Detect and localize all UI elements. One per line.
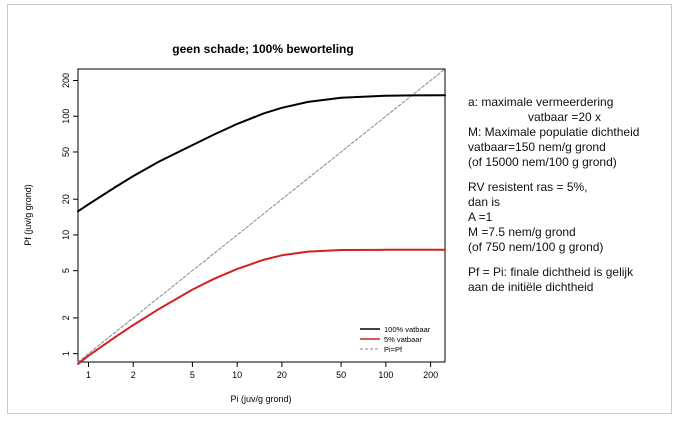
note-line: (of 15000 nem/100 g grond) <box>468 155 617 169</box>
chart-title: geen schade; 100% beworteling <box>172 42 353 56</box>
y-tick-label: 50 <box>61 147 71 157</box>
note-line: M =7.5 nem/g grond <box>468 225 576 239</box>
note-line: (of 750 nem/100 g grond) <box>468 240 604 254</box>
y-tick-label: 1 <box>61 351 71 356</box>
x-tick-label: 100 <box>378 370 393 380</box>
legend-box <box>350 321 442 359</box>
series-line-5-vatbaar <box>77 248 446 365</box>
x-tick-label: 1 <box>86 370 91 380</box>
y-tick-label: 10 <box>61 230 71 240</box>
legend-label-100-vatbaar: 100% vatbaar <box>384 325 431 334</box>
x-tick-label: 10 <box>232 370 242 380</box>
note-line: vatbaar=150 nem/g grond <box>468 140 606 154</box>
note-line: a: maximale vermeerdering <box>468 95 614 109</box>
note-line: aan de initiële dichtheid <box>468 280 594 294</box>
plot-box <box>77 68 446 363</box>
y-tick-label: 2 <box>61 315 71 320</box>
note-line: vatbaar =20 x <box>528 110 602 124</box>
note-line: RV resistent ras = 5%, <box>468 180 588 194</box>
note-line: Pf = Pi: finale dichtheid is gelijk <box>468 265 634 279</box>
legend-label-5-vatbaar: 5% vatbaar <box>384 335 422 344</box>
y-tick-label: 20 <box>61 194 71 204</box>
note-line: dan is <box>468 195 501 209</box>
figure-frame <box>7 4 672 414</box>
legend-label-pi-pf: Pi=Pf <box>384 345 403 354</box>
y-axis-label: Pf (juv/g grond) <box>23 184 33 246</box>
y-axis: 1 2 5 10 20 50 100 200 <box>61 73 78 356</box>
x-tick-label: 50 <box>336 370 346 380</box>
series-layer <box>77 68 446 365</box>
x-axis: 1 2 5 10 20 50 100 200 <box>86 362 438 380</box>
x-tick-label: 5 <box>190 370 195 380</box>
x-tick-label: 2 <box>131 370 136 380</box>
x-tick-label: 200 <box>423 370 438 380</box>
x-axis-label: Pi (juv/g grond) <box>230 394 291 404</box>
note-line: M: Maximale populatie dichtheid <box>468 125 640 139</box>
note-line: A =1 <box>468 210 493 224</box>
legend: 100% vatbaar 5% vatbaar Pi=Pf <box>350 321 442 359</box>
series-line-100-vatbaar <box>77 94 446 213</box>
y-tick-label: 5 <box>61 268 71 273</box>
y-tick-label: 100 <box>61 109 71 124</box>
notes-panel: a: maximale vermeerdering vatbaar =20 x … <box>468 95 673 295</box>
y-tick-label: 200 <box>61 73 71 88</box>
series-line-pi-pf <box>77 68 446 363</box>
x-tick-label: 20 <box>277 370 287 380</box>
